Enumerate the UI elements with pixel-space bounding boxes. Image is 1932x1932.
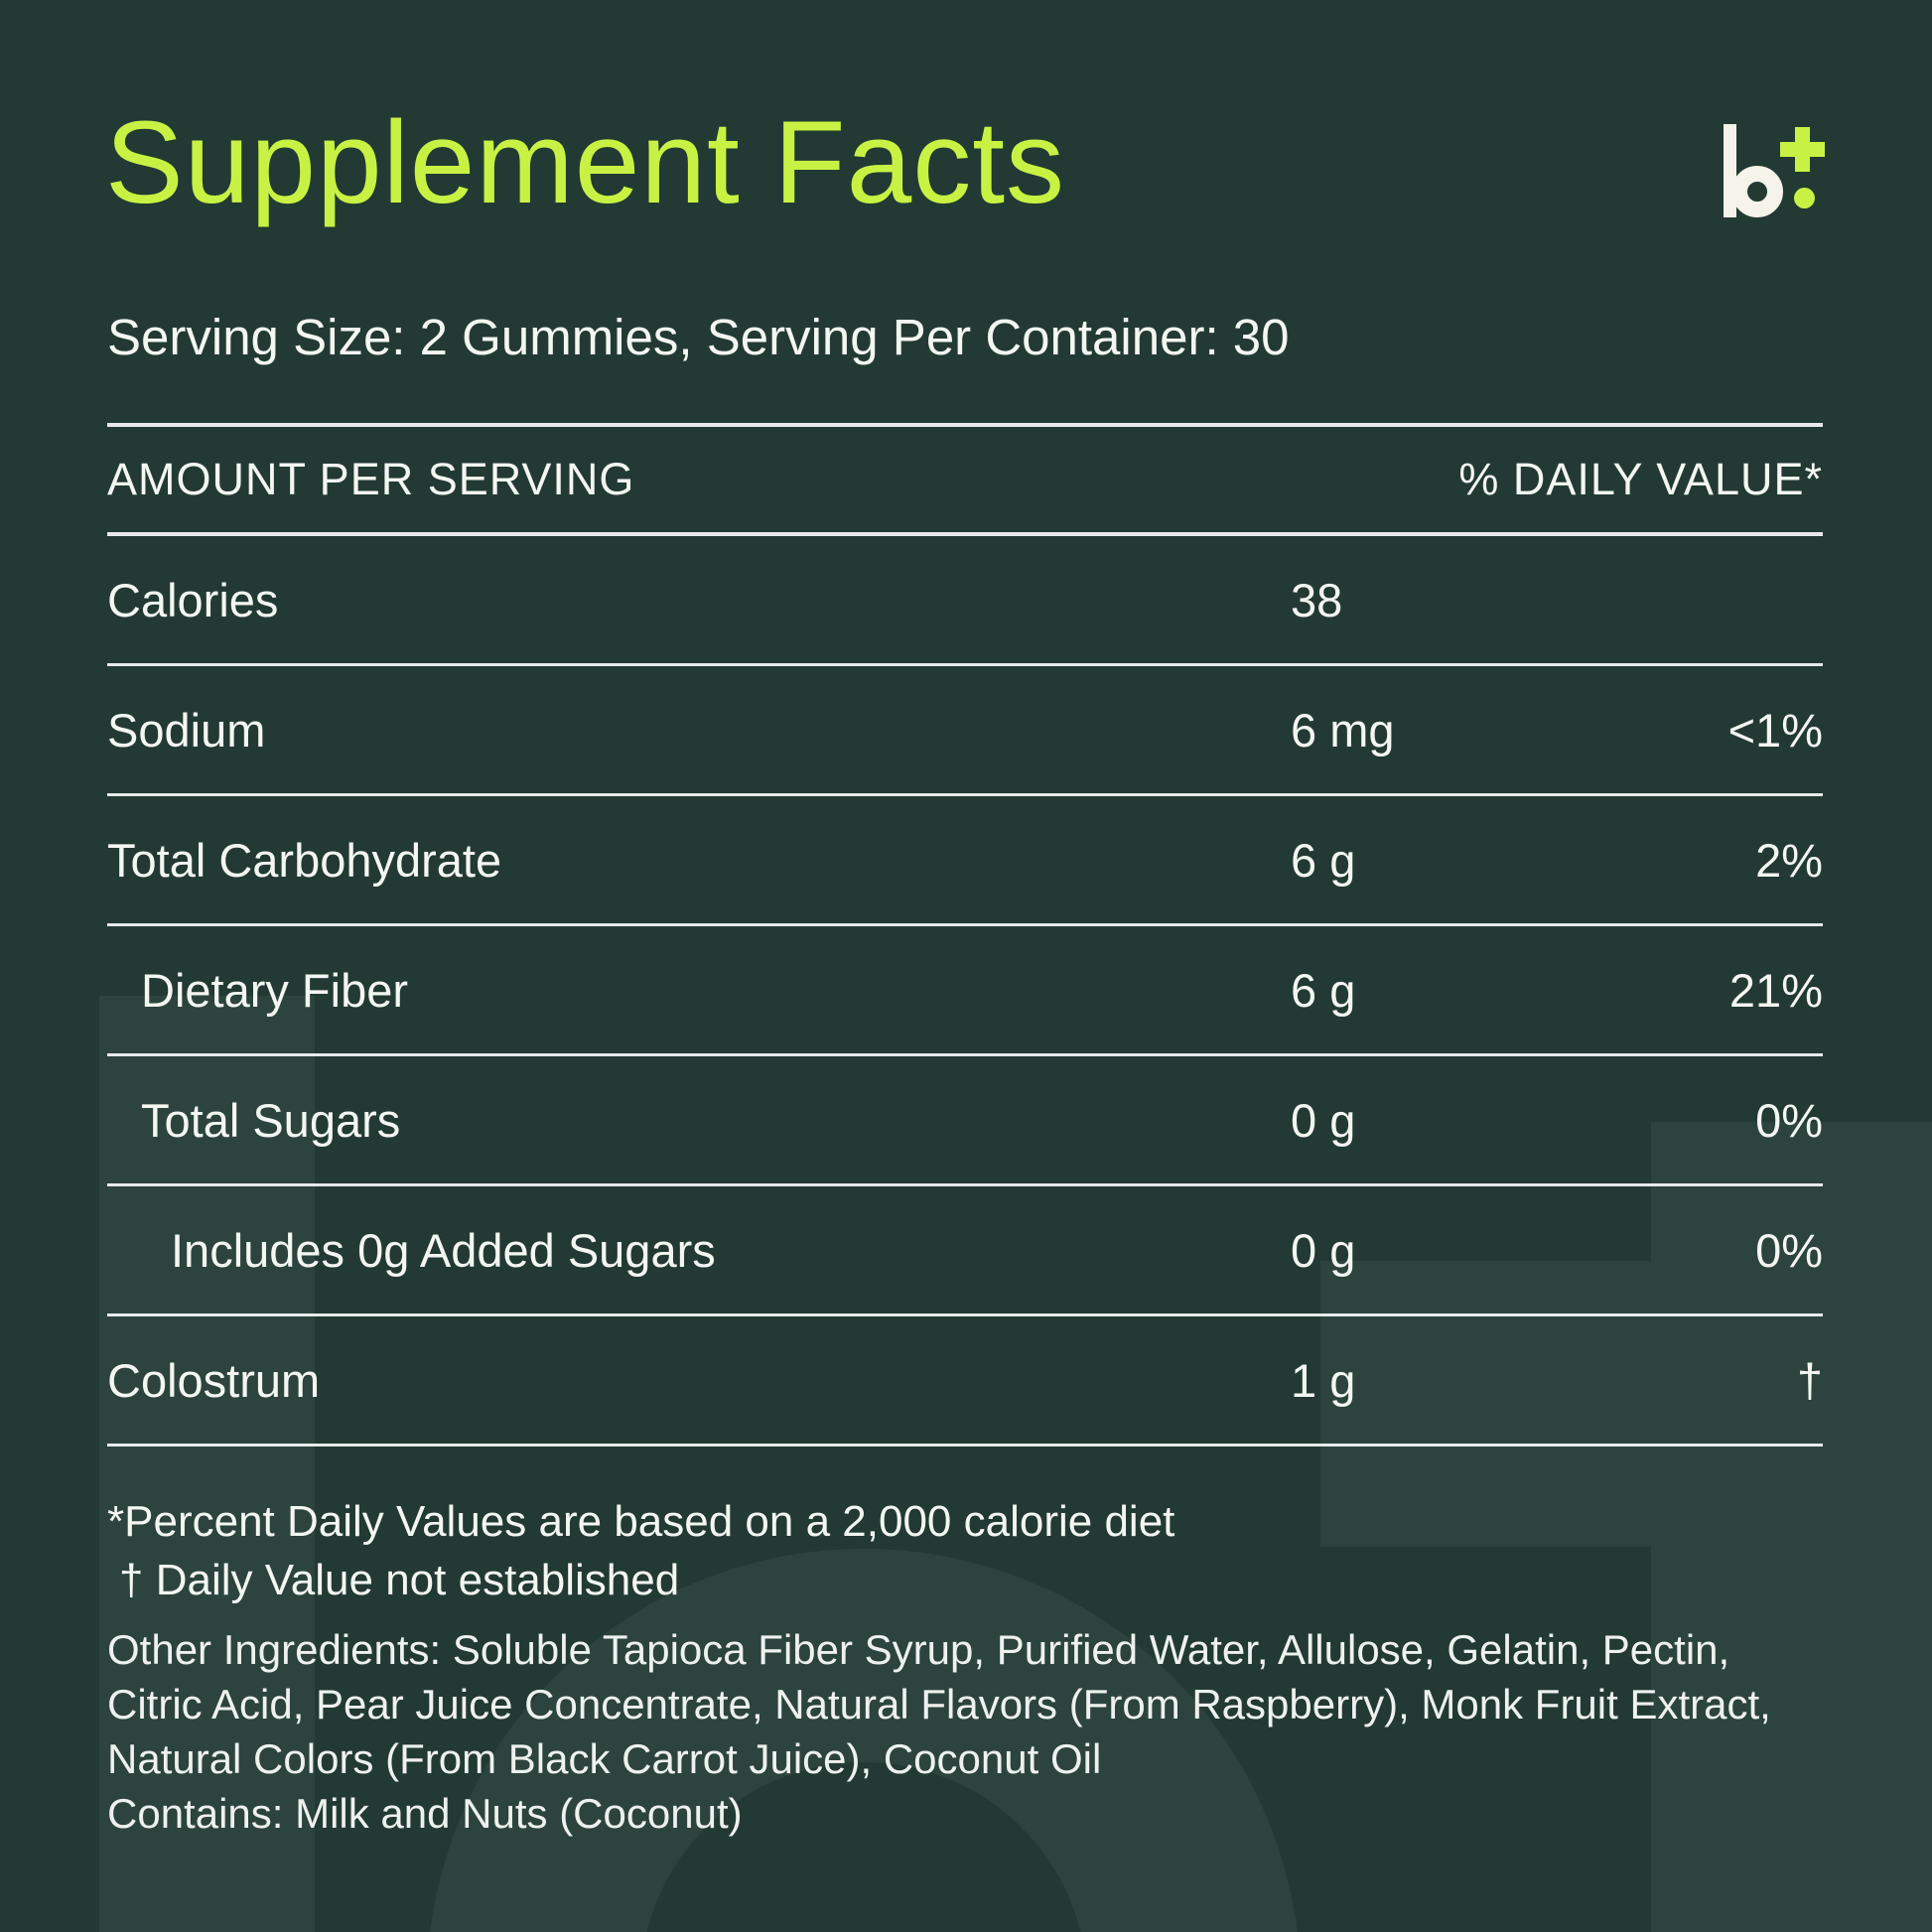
- row-amount: 6 mg: [1291, 703, 1395, 757]
- table-row-colostrum: Colostrum 1 g †: [107, 1316, 1823, 1447]
- percent-daily-value-note: *Percent Daily Values are based on a 2,0…: [107, 1497, 1175, 1546]
- row-amount: 1 g: [1291, 1353, 1356, 1407]
- row-label: Includes 0g Added Sugars: [171, 1223, 716, 1277]
- row-label: Colostrum: [107, 1353, 321, 1407]
- row-daily-value: 0%: [1755, 1223, 1823, 1277]
- amount-per-serving-header: AMOUNT PER SERVING: [107, 454, 635, 504]
- brand-logo: [1724, 111, 1853, 222]
- logo-dot-icon: [1794, 188, 1815, 208]
- serving-info: Serving Size: 2 Gummies, Serving Per Con…: [107, 309, 1290, 365]
- row-amount: 38: [1291, 573, 1343, 626]
- row-amount: 6 g: [1291, 963, 1356, 1017]
- row-daily-value: 0%: [1755, 1093, 1823, 1147]
- row-label: Total Carbohydrate: [107, 833, 502, 887]
- page-title: Supplement Facts: [105, 97, 1066, 228]
- table-row-dietary-fiber: Dietary Fiber 6 g 21%: [107, 926, 1823, 1056]
- table-row-calories: Calories 38: [107, 536, 1823, 666]
- table-row-total-sugars: Total Sugars 0 g 0%: [107, 1056, 1823, 1186]
- row-amount: 0 g: [1291, 1223, 1356, 1277]
- row-label: Calories: [107, 573, 279, 626]
- daily-value-header: % DAILY VALUE*: [1458, 454, 1823, 504]
- table-row-total-carbohydrate: Total Carbohydrate 6 g 2%: [107, 796, 1823, 926]
- facts-table: AMOUNT PER SERVING % DAILY VALUE* Calori…: [107, 423, 1823, 1447]
- watermark-b-stem: [99, 996, 315, 1932]
- ingredients-section: Other Ingredients: Soluble Tapioca Fiber…: [107, 1622, 1823, 1841]
- contains-allergens-text: Contains: Milk and Nuts (Coconut): [107, 1790, 743, 1837]
- row-label: Total Sugars: [141, 1093, 401, 1147]
- row-amount: 0 g: [1291, 1093, 1356, 1147]
- watermark-plus-horizontal: [1320, 1261, 1932, 1547]
- row-daily-value: <1%: [1727, 703, 1823, 757]
- table-header-row: AMOUNT PER SERVING % DAILY VALUE*: [107, 427, 1823, 536]
- logo-letter-b-bowl-icon: [1731, 166, 1783, 217]
- row-daily-value: †: [1796, 1353, 1823, 1407]
- table-row-added-sugars: Includes 0g Added Sugars 0 g 0%: [107, 1186, 1823, 1316]
- other-ingredients-text: Other Ingredients: Soluble Tapioca Fiber…: [107, 1626, 1771, 1782]
- row-daily-value: 21%: [1728, 963, 1823, 1017]
- row-label: Dietary Fiber: [141, 963, 409, 1017]
- daily-value-not-established-note: † Daily Value not established: [119, 1556, 680, 1604]
- footnotes: *Percent Daily Values are based on a 2,0…: [107, 1492, 1174, 1609]
- row-amount: 6 g: [1291, 833, 1356, 887]
- row-daily-value: 2%: [1755, 833, 1823, 887]
- table-row-sodium: Sodium 6 mg <1%: [107, 666, 1823, 796]
- row-label: Sodium: [107, 703, 266, 757]
- logo-plus-icon: [1780, 142, 1825, 157]
